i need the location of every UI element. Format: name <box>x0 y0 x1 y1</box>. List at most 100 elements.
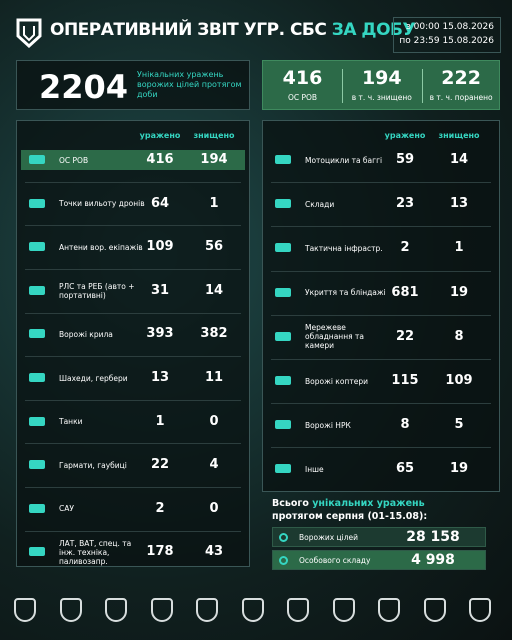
row-icon <box>29 416 45 426</box>
row-destroyed: 5 <box>454 417 464 433</box>
monthly-rows: Ворожих цілей 28 158 Особового складу 4 998 <box>272 527 486 571</box>
stat-label: в т. ч. знищено <box>351 93 412 102</box>
row-separator <box>25 443 241 445</box>
row-separator <box>271 314 491 316</box>
monthly-value: 28 158 <box>406 529 460 545</box>
row-destroyed: 56 <box>204 239 224 255</box>
column-header: уражено <box>384 131 426 140</box>
row-hit: 115 <box>391 373 419 388</box>
row-hit: 1 <box>155 413 165 429</box>
row-destroyed: 4 <box>209 457 219 473</box>
row-hit: 8 <box>400 417 410 433</box>
row-label: Мережеве обладнання та камери <box>305 323 364 351</box>
title-main: ОПЕРАТИВНИЙ ЗВІТ УГР. СБС <box>50 20 327 40</box>
row-separator <box>25 399 241 401</box>
row-destroyed: 14 <box>449 152 469 167</box>
monthly-value: 4 998 <box>411 552 455 568</box>
monthly-label: Ворожих цілей <box>299 533 359 542</box>
monthly-row: Ворожих цілей 28 158 <box>272 527 486 547</box>
row-separator <box>271 182 491 184</box>
date-to: по 23:59 15.08.2026 <box>399 36 494 46</box>
row-destroyed: 14 <box>204 282 224 298</box>
stats-box: 416 ОС РОВ 194 в т. ч. знищено 222 в т. ч. по… <box>262 60 500 110</box>
row-destroyed: 1 <box>209 195 219 211</box>
row-destroyed: 0 <box>209 413 219 429</box>
row-label: РЛС та РЕБ (авто + портативні) <box>59 281 135 300</box>
date-box: з 00:00 15.08.2026 по 23:59 15.08.2026 <box>393 17 501 53</box>
row-separator <box>25 312 241 314</box>
row-separator <box>25 487 241 488</box>
stat-divider <box>342 69 344 103</box>
row-destroyed: 382 <box>200 326 228 342</box>
monthly-icon <box>279 533 288 542</box>
row-label: САУ <box>59 504 74 514</box>
row-icon <box>275 331 291 341</box>
row-destroyed: 19 <box>449 284 469 300</box>
row-destroyed: 19 <box>449 461 469 477</box>
row-hit: 2 <box>400 240 410 256</box>
row-hit: 31 <box>150 282 170 298</box>
monthly-row: Особового складу 4 998 <box>272 550 486 570</box>
monthly-icon <box>279 556 288 565</box>
row-icon <box>275 155 291 164</box>
row-separator <box>271 403 491 405</box>
row-icon <box>275 376 291 385</box>
title-accent: ЗА ДОБУ <box>331 20 416 40</box>
row-icon <box>275 287 291 297</box>
row-label: Мотоцикли та баггі <box>305 155 383 165</box>
total-box: 2204 Унікальних уражень ворожих цілей пр… <box>16 60 250 110</box>
row-label: ОС РОВ <box>59 155 89 165</box>
row-hit: 65 <box>395 461 415 477</box>
stat-label: ОС РОВ <box>287 93 318 102</box>
row-hit: 178 <box>146 544 174 560</box>
row-icon <box>29 285 45 295</box>
row-separator <box>271 358 491 360</box>
row-icon <box>29 547 45 557</box>
row-icon <box>29 373 45 382</box>
column-header: знищено <box>193 131 235 140</box>
row-hit: 681 <box>391 284 419 300</box>
row-hit: 2 <box>155 500 165 516</box>
row-destroyed: 11 <box>204 370 224 385</box>
row-separator <box>25 269 241 270</box>
row-hit: 109 <box>146 239 174 255</box>
monthly-label: Особового складу <box>299 556 371 565</box>
row-hit: 22 <box>150 457 170 473</box>
unit-logo <box>150 598 173 622</box>
unit-logo <box>241 598 264 622</box>
row-icon <box>29 503 45 513</box>
row-destroyed: 0 <box>209 500 219 516</box>
row-icon <box>29 198 45 208</box>
row-hit: 22 <box>395 328 415 344</box>
row-icon <box>29 460 45 470</box>
row-hit: 59 <box>395 152 415 167</box>
row-destroyed: 1 <box>454 240 464 256</box>
row-label: Гармати, гаубиці <box>59 460 127 470</box>
row-label: Шахеди, гербери <box>59 373 128 383</box>
title: ОПЕРАТИВНИЙ ЗВІТ УГР. СБС ЗА ДОБУ <box>50 20 416 40</box>
unit-logo <box>378 598 400 622</box>
unit-logo <box>469 598 491 622</box>
row-highlight <box>21 150 245 170</box>
row-icon <box>275 464 291 474</box>
monthly-title-accent: унікальних уражень <box>312 498 425 509</box>
row-label: Ворожі крила <box>59 329 113 339</box>
unit-logo <box>196 598 218 622</box>
row-icon <box>29 242 45 252</box>
row-icon <box>275 199 291 209</box>
unit-logo <box>105 598 127 622</box>
row-hit: 13 <box>150 370 170 385</box>
stat-divider <box>421 69 423 103</box>
column-header: уражено <box>139 131 181 140</box>
row-label: Інше <box>305 464 324 474</box>
row-hit: 393 <box>146 326 174 342</box>
row-label: Склади <box>305 199 335 209</box>
row-hit: 64 <box>150 195 170 211</box>
row-separator <box>25 356 241 358</box>
row-destroyed: 8 <box>454 328 464 344</box>
row-destroyed: 13 <box>449 196 469 212</box>
stat-value: 194 <box>361 67 402 89</box>
row-destroyed: 43 <box>204 544 224 560</box>
unit-logo <box>423 598 446 622</box>
